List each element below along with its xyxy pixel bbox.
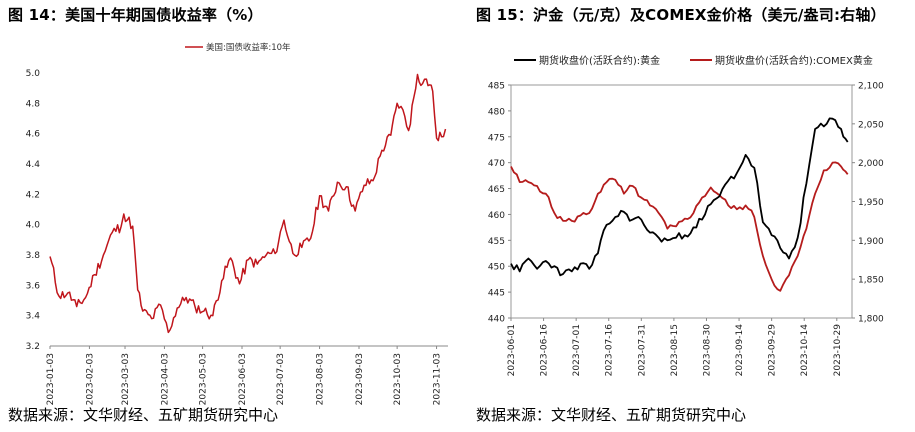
- left-x-tick-label: 2023-05-03: [199, 353, 209, 405]
- right-legend-label-comex: 期货收盘价(活跃合约):COMEX黄金: [715, 54, 873, 67]
- right-left-y-tick-label: 445: [488, 289, 505, 299]
- right-left-y-tick-label: 465: [488, 185, 505, 195]
- right-source-note: 数据来源：文华财经、五矿期货研究中心: [476, 406, 747, 424]
- left-series-line-us10y: [49, 73, 447, 334]
- left-source-note: 数据来源：文华财经、五矿期货研究中心: [8, 406, 279, 424]
- left-y-tick-label: 4.0: [26, 221, 41, 231]
- left-x-tick-label: 2023-01-03: [46, 353, 56, 405]
- right-x-tick-label: 2023-08-15: [670, 324, 680, 376]
- right-plot-frame: [510, 84, 853, 319]
- right-x-tick-label: 2023-07-16: [605, 324, 615, 377]
- left-x-tick-label: 2023-06-03: [238, 353, 248, 405]
- left-x-tick-label: 2023-10-03: [393, 353, 403, 405]
- right-x-tick-label: 2023-09-29: [768, 324, 778, 377]
- right-left-y-tick-label: 450: [488, 263, 505, 273]
- right-right-y-tick-label: 2,050: [858, 120, 884, 130]
- right-left-y-tick-label: 440: [488, 315, 505, 325]
- left-y-tick-label: 5.0: [26, 69, 41, 79]
- left-y-tick-label: 4.2: [26, 190, 40, 200]
- right-x-tick-label: 2023-10-29: [833, 324, 843, 377]
- right-x-tick-label: 2023-07-01: [572, 324, 582, 376]
- left-x-tick-label: 2023-11-03: [433, 353, 443, 405]
- left-y-tick-label: 3.4: [26, 312, 41, 322]
- left-x-tick-label: 2023-07-03: [276, 353, 286, 405]
- left-x-tick-label: 2023-09-03: [355, 353, 365, 405]
- right-left-y-tick-label: 455: [488, 237, 505, 247]
- left-legend-label: 美国:国债收益率:10年: [206, 42, 291, 53]
- right-legend-label-shfe: 期货收盘价(活跃合约):黄金: [539, 54, 660, 67]
- right-series-line-comex: [510, 161, 849, 292]
- right-right-y-tick-label: 1,900: [858, 237, 884, 247]
- right-figure-title: 图 15：沪金（元/克）及COMEX金价格（美元/盎司:右轴）: [476, 6, 886, 24]
- right-left-y-tick-label: 475: [488, 133, 505, 143]
- left-x-tick-label: 2023-04-03: [160, 353, 170, 405]
- right-right-y-tick-label: 2,000: [858, 159, 884, 169]
- left-y-tick-label: 3.6: [26, 281, 41, 291]
- left-x-tick-label: 2023-08-03: [316, 353, 326, 405]
- right-right-y-tick-label: 1,850: [858, 276, 884, 286]
- left-x-tick-label: 2023-03-03: [121, 353, 131, 405]
- right-x-tick-label: 2023-10-14: [800, 324, 810, 377]
- left-x-tick-label: 2023-02-03: [85, 353, 95, 405]
- right-series-line-shfe: [510, 117, 849, 277]
- right-left-y-tick-label: 470: [488, 159, 505, 169]
- right-x-tick-label: 2023-09-14: [735, 324, 745, 377]
- right-left-y-tick-label: 460: [488, 211, 505, 221]
- right-left-y-tick-label: 480: [488, 107, 505, 117]
- right-right-y-tick-label: 1,800: [858, 315, 884, 325]
- left-y-tick-label: 4.4: [26, 160, 41, 170]
- left-y-tick-label: 4.6: [26, 130, 41, 140]
- right-x-tick-label: 2023-08-30: [702, 324, 712, 377]
- right-x-tick-label: 2023-06-16: [540, 324, 550, 377]
- left-y-tick-label: 4.8: [26, 99, 41, 109]
- left-figure-title: 图 14：美国十年期国债收益率（%）: [8, 6, 263, 24]
- left-y-tick-label: 3.2: [26, 342, 40, 352]
- right-left-y-tick-label: 485: [488, 82, 505, 92]
- right-right-y-tick-label: 2,100: [858, 82, 884, 92]
- right-right-y-tick-label: 1,950: [858, 198, 884, 208]
- right-x-tick-label: 2023-07-31: [637, 324, 647, 376]
- right-x-tick-label: 2023-06-01: [507, 324, 517, 376]
- left-y-tick-label: 3.8: [26, 251, 41, 261]
